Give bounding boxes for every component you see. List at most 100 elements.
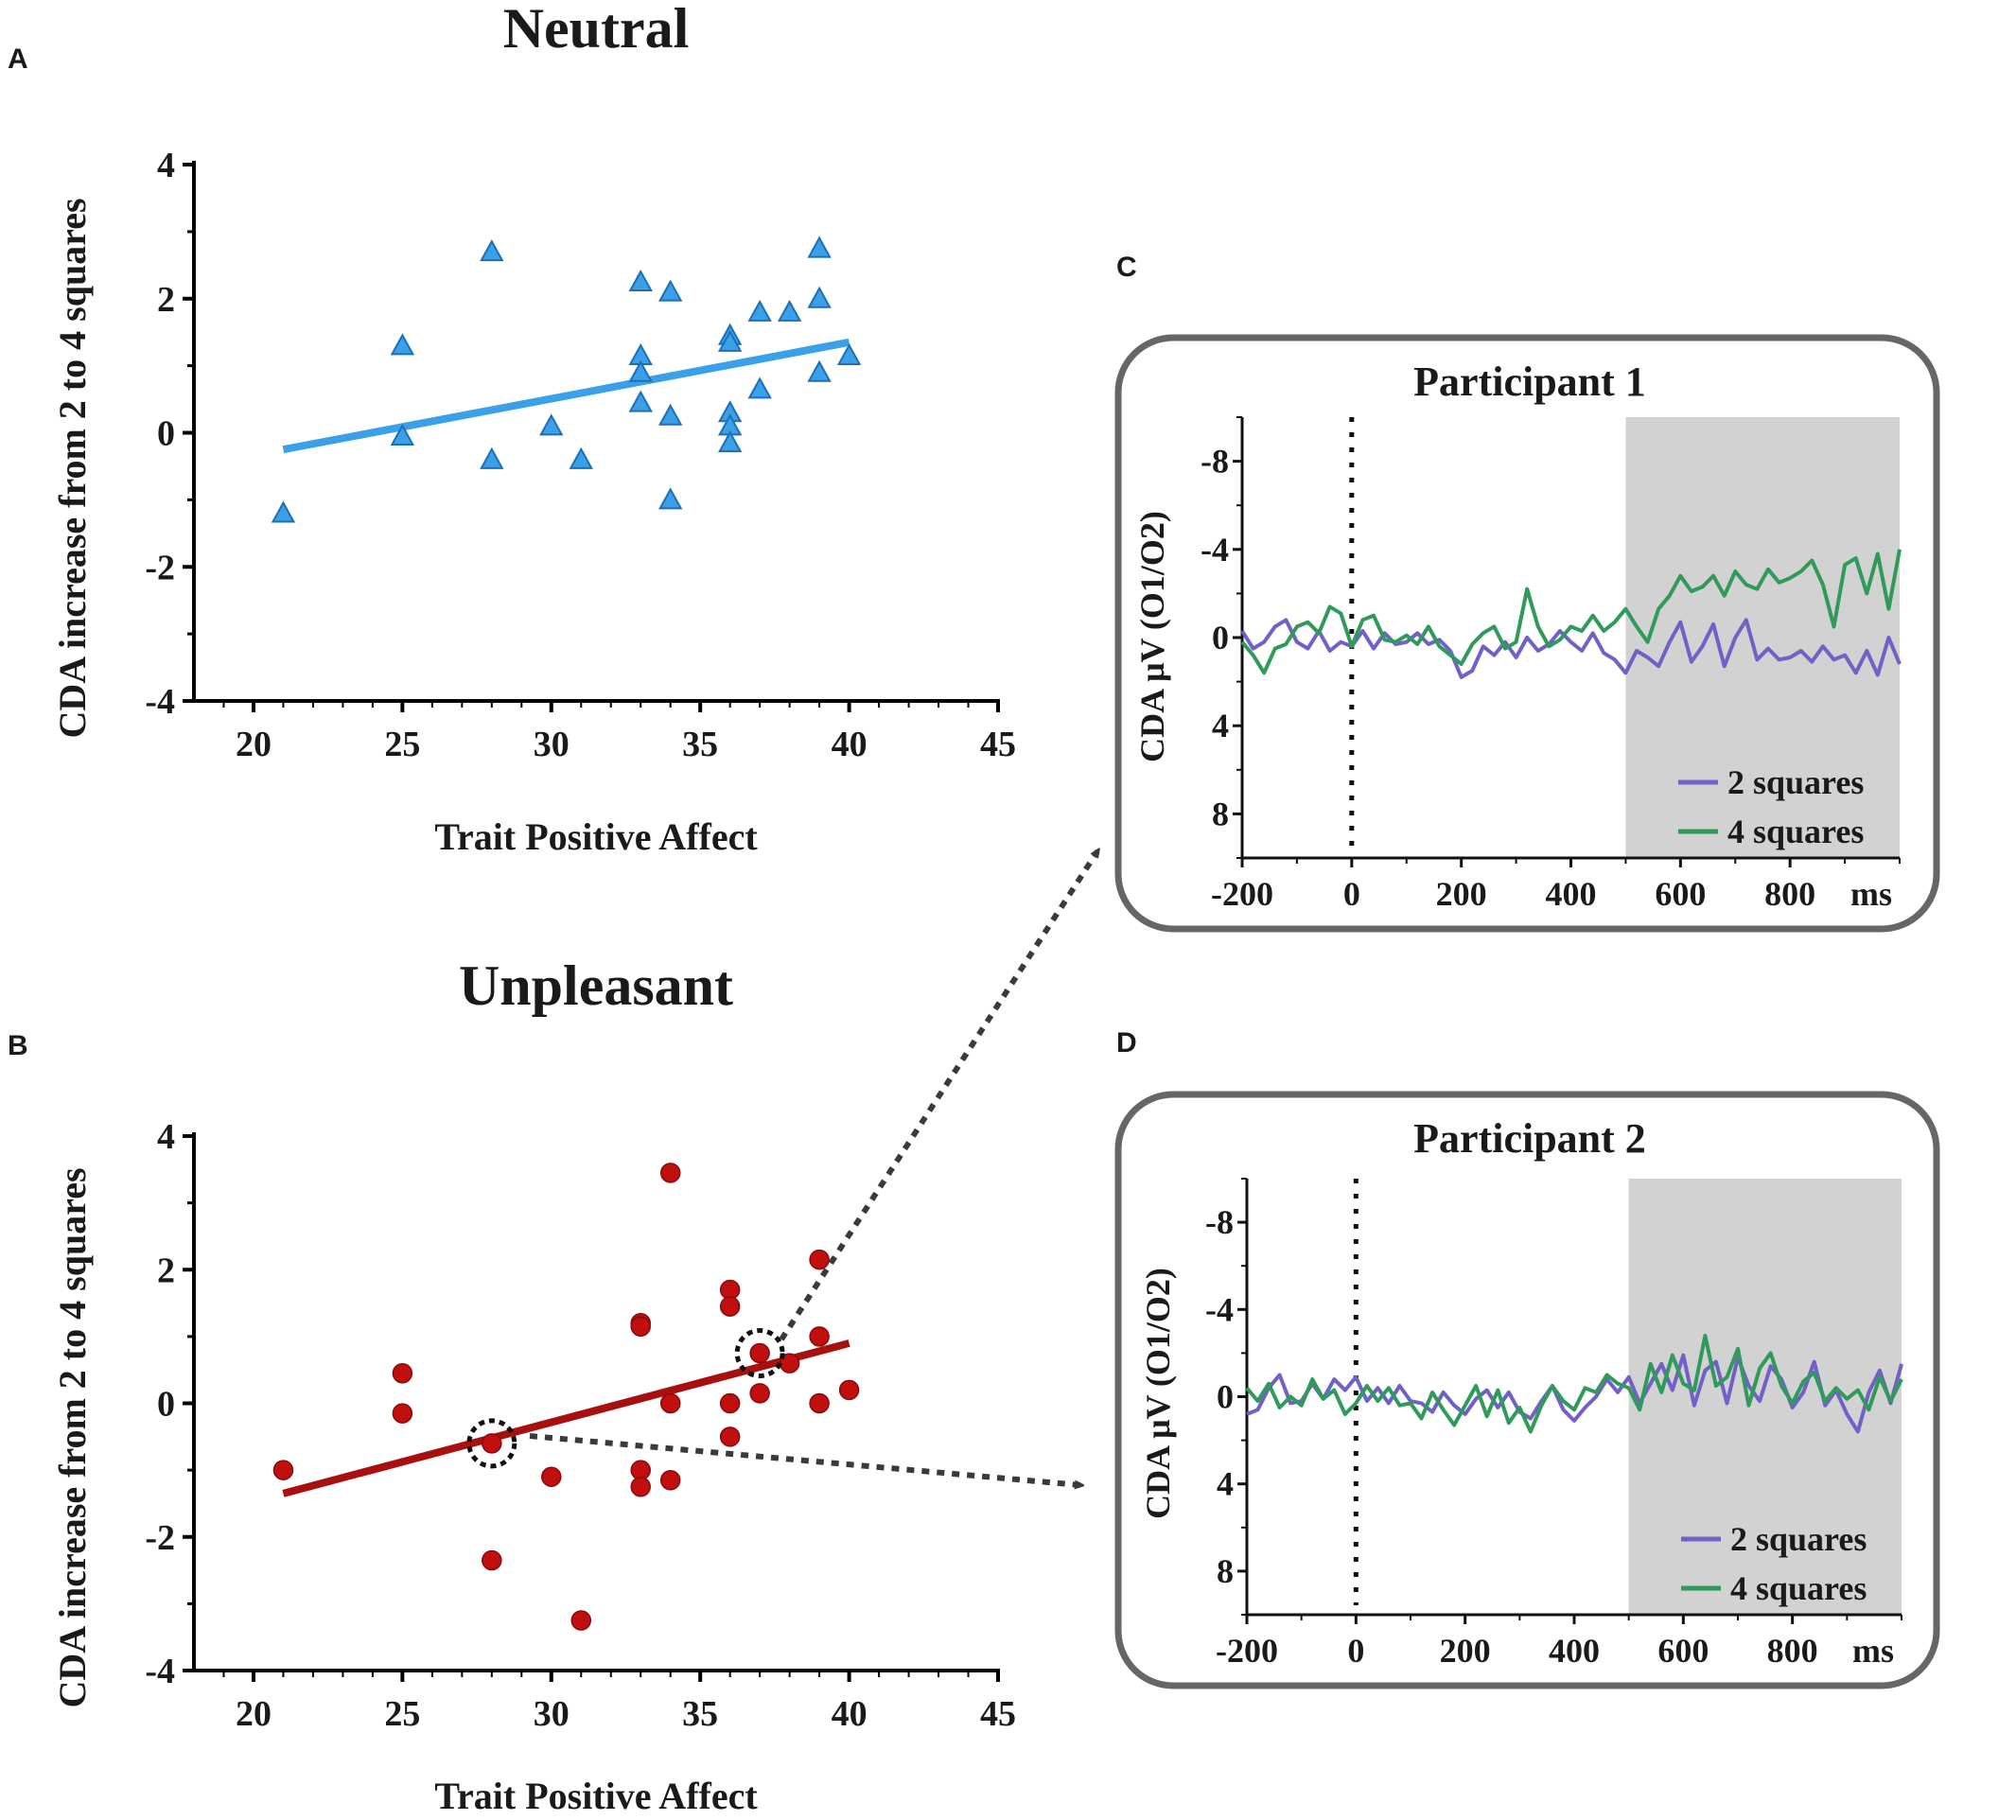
neutral-triangle-marker: [807, 236, 832, 258]
unpleasant-scatter-chart: Unpleasant -4 -2 0 2 4 20 25 30 35 40 45 Trait Pos…: [51, 954, 1016, 1817]
neutral-triangle-marker: [658, 279, 683, 302]
neutral-triangle-marker: [480, 446, 504, 469]
d-x-tick-label: 800: [1767, 1632, 1818, 1670]
b-y-tick-label: -4: [145, 1652, 175, 1691]
a-x-tick-label: 35: [682, 725, 718, 764]
participant-1-axes: -8 -4 0 4 8 -200 0 200 400 600 800 ms: [1201, 416, 1901, 913]
unpleasant-circle-marker: [749, 1342, 770, 1364]
d-x-tick-label: 400: [1549, 1632, 1600, 1670]
neutral-triangle-marker: [807, 359, 832, 382]
neutral-triangle-marker: [658, 487, 683, 510]
unpleasant-regression-line: [282, 1339, 850, 1497]
d-y-tick-label: 4: [1217, 1465, 1234, 1503]
b-x-tick-label: 20: [236, 1694, 272, 1734]
unpleasant-title: Unpleasant: [459, 954, 733, 1017]
unpleasant-y-axis-title: CDA increase from 2 to 4 squares: [51, 1167, 94, 1707]
neutral-regression-line: [282, 338, 850, 454]
highlight-circles: [466, 1328, 785, 1469]
d-y-tick-label: 8: [1217, 1552, 1234, 1590]
neutral-triangle-marker: [271, 500, 296, 523]
c-legend-label: 2 squares: [1727, 763, 1864, 801]
unpleasant-circle-marker: [659, 1163, 681, 1183]
neutral-triangle-marker: [628, 359, 653, 382]
unpleasant-points: [272, 1163, 860, 1631]
participant-1-series: [1240, 549, 1902, 679]
participant-2-erp-chart: Participant 2 -8 -4 0 4 8 -200 0 200 400 600 800 ms…: [1114, 1091, 1940, 1689]
d-y-tick-label: -8: [1205, 1203, 1234, 1241]
d-x-tick-label: ms: [1852, 1632, 1894, 1670]
b-y-tick-label: 0: [157, 1385, 175, 1425]
participant-2-legend: 2 squares 4 squares: [1681, 1520, 1867, 1607]
unpleasant-circle-marker: [630, 1477, 651, 1497]
unpleasant-circle-marker: [719, 1426, 741, 1447]
unpleasant-circle-marker: [272, 1460, 294, 1480]
b-y-tick-label: -2: [145, 1518, 175, 1558]
neutral-triangle-marker: [836, 342, 862, 365]
a-y-tick-label: 2: [157, 280, 175, 320]
c-y-tick-label: 4: [1212, 707, 1229, 744]
neutral-triangle-marker: [717, 329, 743, 352]
neutral-triangle-marker: [717, 430, 743, 453]
a-x-tick-label: 25: [384, 725, 420, 764]
d-analysis-window: [1628, 1179, 1902, 1615]
unpleasant-circle-marker: [659, 1392, 681, 1414]
c-y-tick-label: 0: [1212, 619, 1229, 656]
unpleasant-axes: -4 -2 0 2 4 20 25 30 35 40 45: [145, 1117, 1016, 1734]
b-y-tick-label: 2: [157, 1251, 175, 1290]
unpleasant-circle-marker: [719, 1296, 741, 1317]
c-x-tick-label: 400: [1546, 875, 1597, 913]
b-y-tick-label: 4: [157, 1117, 175, 1157]
d-x-tick-label: 0: [1347, 1632, 1364, 1670]
b-x-tick-label: 25: [384, 1694, 420, 1734]
c-x-tick-label: 800: [1764, 875, 1815, 913]
neutral-triangle-marker: [628, 269, 653, 292]
panel-letter-a: A: [8, 44, 28, 75]
c-legend-label: 4 squares: [1727, 813, 1864, 850]
a-x-tick-label: 45: [980, 725, 1016, 764]
panel-letter-d: D: [1116, 1027, 1137, 1059]
neutral-fit-line: [282, 338, 850, 454]
neutral-triangle-marker: [747, 299, 772, 322]
d-legend-label: 4 squares: [1730, 1569, 1867, 1607]
c-x-tick-label: 0: [1343, 875, 1360, 913]
participant-2-series: [1245, 1334, 1903, 1434]
unpleasant-circle-marker: [809, 1392, 830, 1414]
neutral-triangle-marker: [569, 446, 593, 469]
d-y-tick-label: 0: [1217, 1378, 1234, 1416]
unpleasant-circle-marker: [541, 1466, 562, 1487]
participant-1-title: Participant 1: [1413, 359, 1646, 405]
c-series-four-squares: [1240, 549, 1902, 675]
b-x-tick-label: 35: [682, 1694, 718, 1734]
participant-2-shaded-window: [1628, 1179, 1902, 1615]
highlight-dashed-circle: [466, 1418, 517, 1469]
d-y-tick-label: -4: [1205, 1290, 1234, 1328]
a-x-tick-label: 20: [236, 725, 272, 764]
participant-2-title: Participant 2: [1413, 1115, 1646, 1162]
c-x-tick-label: -200: [1211, 875, 1273, 913]
unpleasant-circle-marker: [482, 1433, 502, 1454]
c-x-tick-label: ms: [1850, 875, 1892, 913]
c-y-tick-label: -8: [1201, 443, 1229, 481]
neutral-triangle-marker: [628, 390, 653, 412]
unpleasant-fit-line: [282, 1339, 850, 1497]
neutral-triangle-marker: [480, 239, 504, 262]
neutral-scatter-chart: Neutral -4 -2 0 2 4 20 25 30 35 40 45 Trait Positi…: [51, 0, 1016, 858]
c-y-tick-label: 8: [1212, 795, 1229, 832]
neutral-triangle-marker: [539, 413, 564, 436]
unpleasant-circle-marker: [482, 1549, 502, 1571]
unpleasant-circle-marker: [570, 1610, 592, 1631]
a-y-tick-label: -2: [145, 548, 175, 587]
a-y-tick-label: -4: [145, 682, 175, 722]
unpleasant-circle-marker: [630, 1316, 651, 1338]
participant-2-axes: -8 -4 0 4 8 -200 0 200 400 600 800 ms: [1205, 1178, 1902, 1670]
b-x-tick-label: 30: [534, 1694, 570, 1734]
neutral-axes: -4 -2 0 2 4 20 25 30 35 40 45: [145, 146, 1016, 764]
highlight-dashed-circle: [734, 1328, 785, 1379]
neutral-triangle-marker: [807, 286, 832, 308]
unpleasant-circle-marker: [659, 1469, 681, 1491]
neutral-points: [271, 236, 862, 523]
d-x-tick-label: 200: [1440, 1632, 1491, 1670]
a-y-tick-label: 0: [157, 414, 175, 454]
unpleasant-circle-marker: [749, 1383, 770, 1404]
